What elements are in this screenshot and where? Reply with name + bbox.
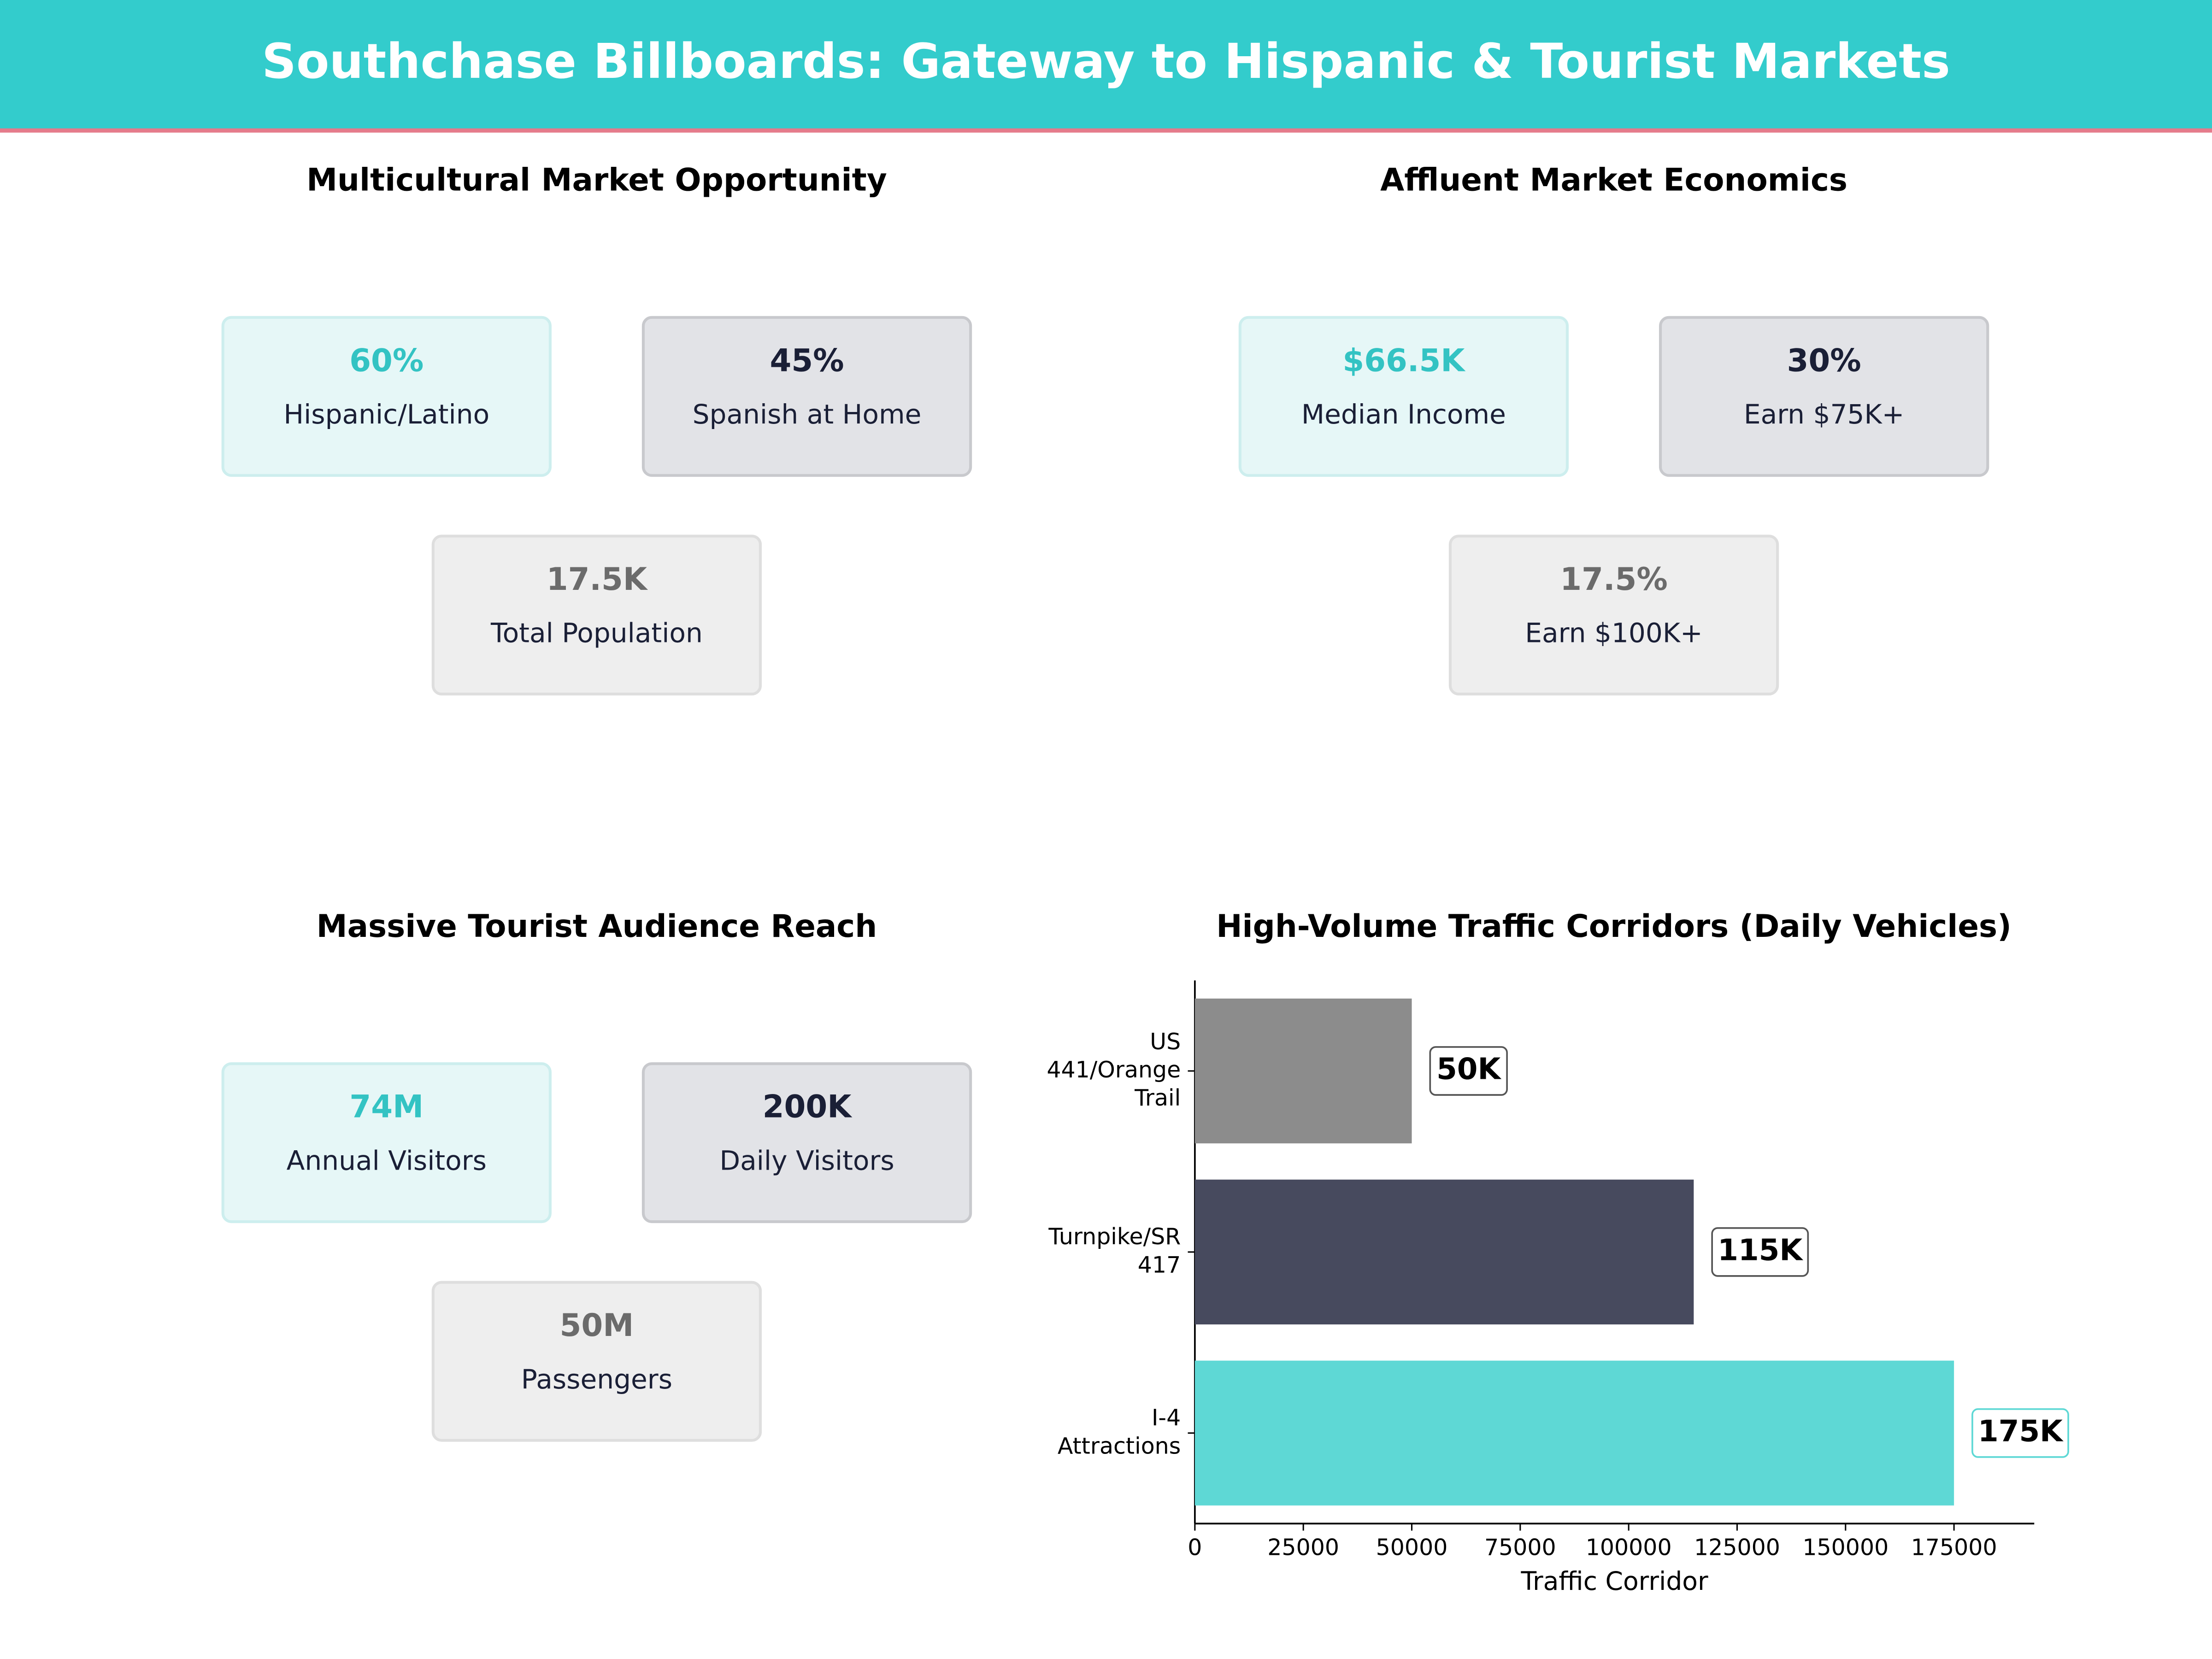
- kpi-card: [221, 1062, 552, 1224]
- kpi-card: [431, 1281, 762, 1442]
- chart-title: High-Volume Traffic Corridors (Daily Veh…: [1216, 908, 2012, 944]
- header-rule: [0, 128, 2212, 133]
- kpi-value: 30%: [1787, 342, 1861, 378]
- x-tick-label: 100000: [1586, 1535, 1672, 1561]
- x-tick-label: 0: [1188, 1535, 1202, 1561]
- kpi-label: Passengers: [521, 1364, 672, 1395]
- kpi-label: Median Income: [1301, 399, 1506, 430]
- kpi-card: [1238, 316, 1569, 477]
- page-title: Southchase Billboards: Gateway to Hispan…: [262, 33, 1950, 89]
- header-bar: [0, 0, 2212, 130]
- kpi-value: 17.5%: [1560, 561, 1668, 597]
- kpi-value: 60%: [349, 342, 424, 378]
- x-tick-label: 25000: [1267, 1535, 1339, 1561]
- kpi-label: Spanish at Home: [693, 399, 922, 430]
- kpi-value: $66.5K: [1342, 342, 1466, 378]
- value-label: 50K: [1436, 1052, 1501, 1087]
- value-label-box: [1711, 1227, 1809, 1277]
- kpi-value: 45%: [770, 342, 844, 378]
- panel-title: Multicultural Market Opportunity: [306, 161, 887, 198]
- bar: [1194, 998, 1412, 1144]
- x-tick-label: 75000: [1484, 1535, 1556, 1561]
- x-tick-label: 150000: [1802, 1535, 1888, 1561]
- bar: [1194, 1179, 1694, 1324]
- kpi-label: Annual Visitors: [287, 1145, 487, 1177]
- value-label-box: [1971, 1408, 2069, 1458]
- kpi-value: 50M: [560, 1307, 634, 1343]
- kpi-card: [641, 316, 972, 477]
- panel-title: Massive Tourist Audience Reach: [317, 908, 877, 944]
- kpi-card: [431, 535, 762, 696]
- y-tick-label: Turnpike/SR 417: [1048, 1224, 1181, 1278]
- value-label: 175K: [1978, 1414, 2064, 1448]
- kpi-card: [1659, 316, 1989, 477]
- value-label: 115K: [1718, 1233, 1803, 1267]
- value-label-box: [1429, 1046, 1508, 1096]
- bar: [1194, 1360, 1954, 1506]
- x-tick-label: 175000: [1911, 1535, 1997, 1561]
- kpi-card: [221, 316, 552, 477]
- kpi-card: [641, 1062, 972, 1224]
- panel-title: Affluent Market Economics: [1380, 161, 1847, 198]
- y-tick-label: I-4 Attractions: [1058, 1405, 1181, 1459]
- kpi-value: 200K: [763, 1088, 853, 1125]
- kpi-label: Hispanic/Latino: [283, 399, 489, 430]
- kpi-label: Daily Visitors: [719, 1145, 894, 1177]
- y-tick-label: US 441/Orange Trail: [1047, 1028, 1181, 1111]
- kpi-label: Earn $100K+: [1525, 618, 1702, 649]
- kpi-label: Earn $75K+: [1744, 399, 1904, 430]
- x-tick-label: 125000: [1694, 1535, 1780, 1561]
- kpi-label: Total Population: [490, 618, 703, 649]
- kpi-value: 74M: [349, 1088, 424, 1125]
- x-axis-label: Traffic Corridor: [1520, 1566, 1708, 1596]
- kpi-card: [1448, 535, 1779, 696]
- x-tick-label: 50000: [1376, 1535, 1448, 1561]
- kpi-value: 17.5K: [547, 561, 648, 597]
